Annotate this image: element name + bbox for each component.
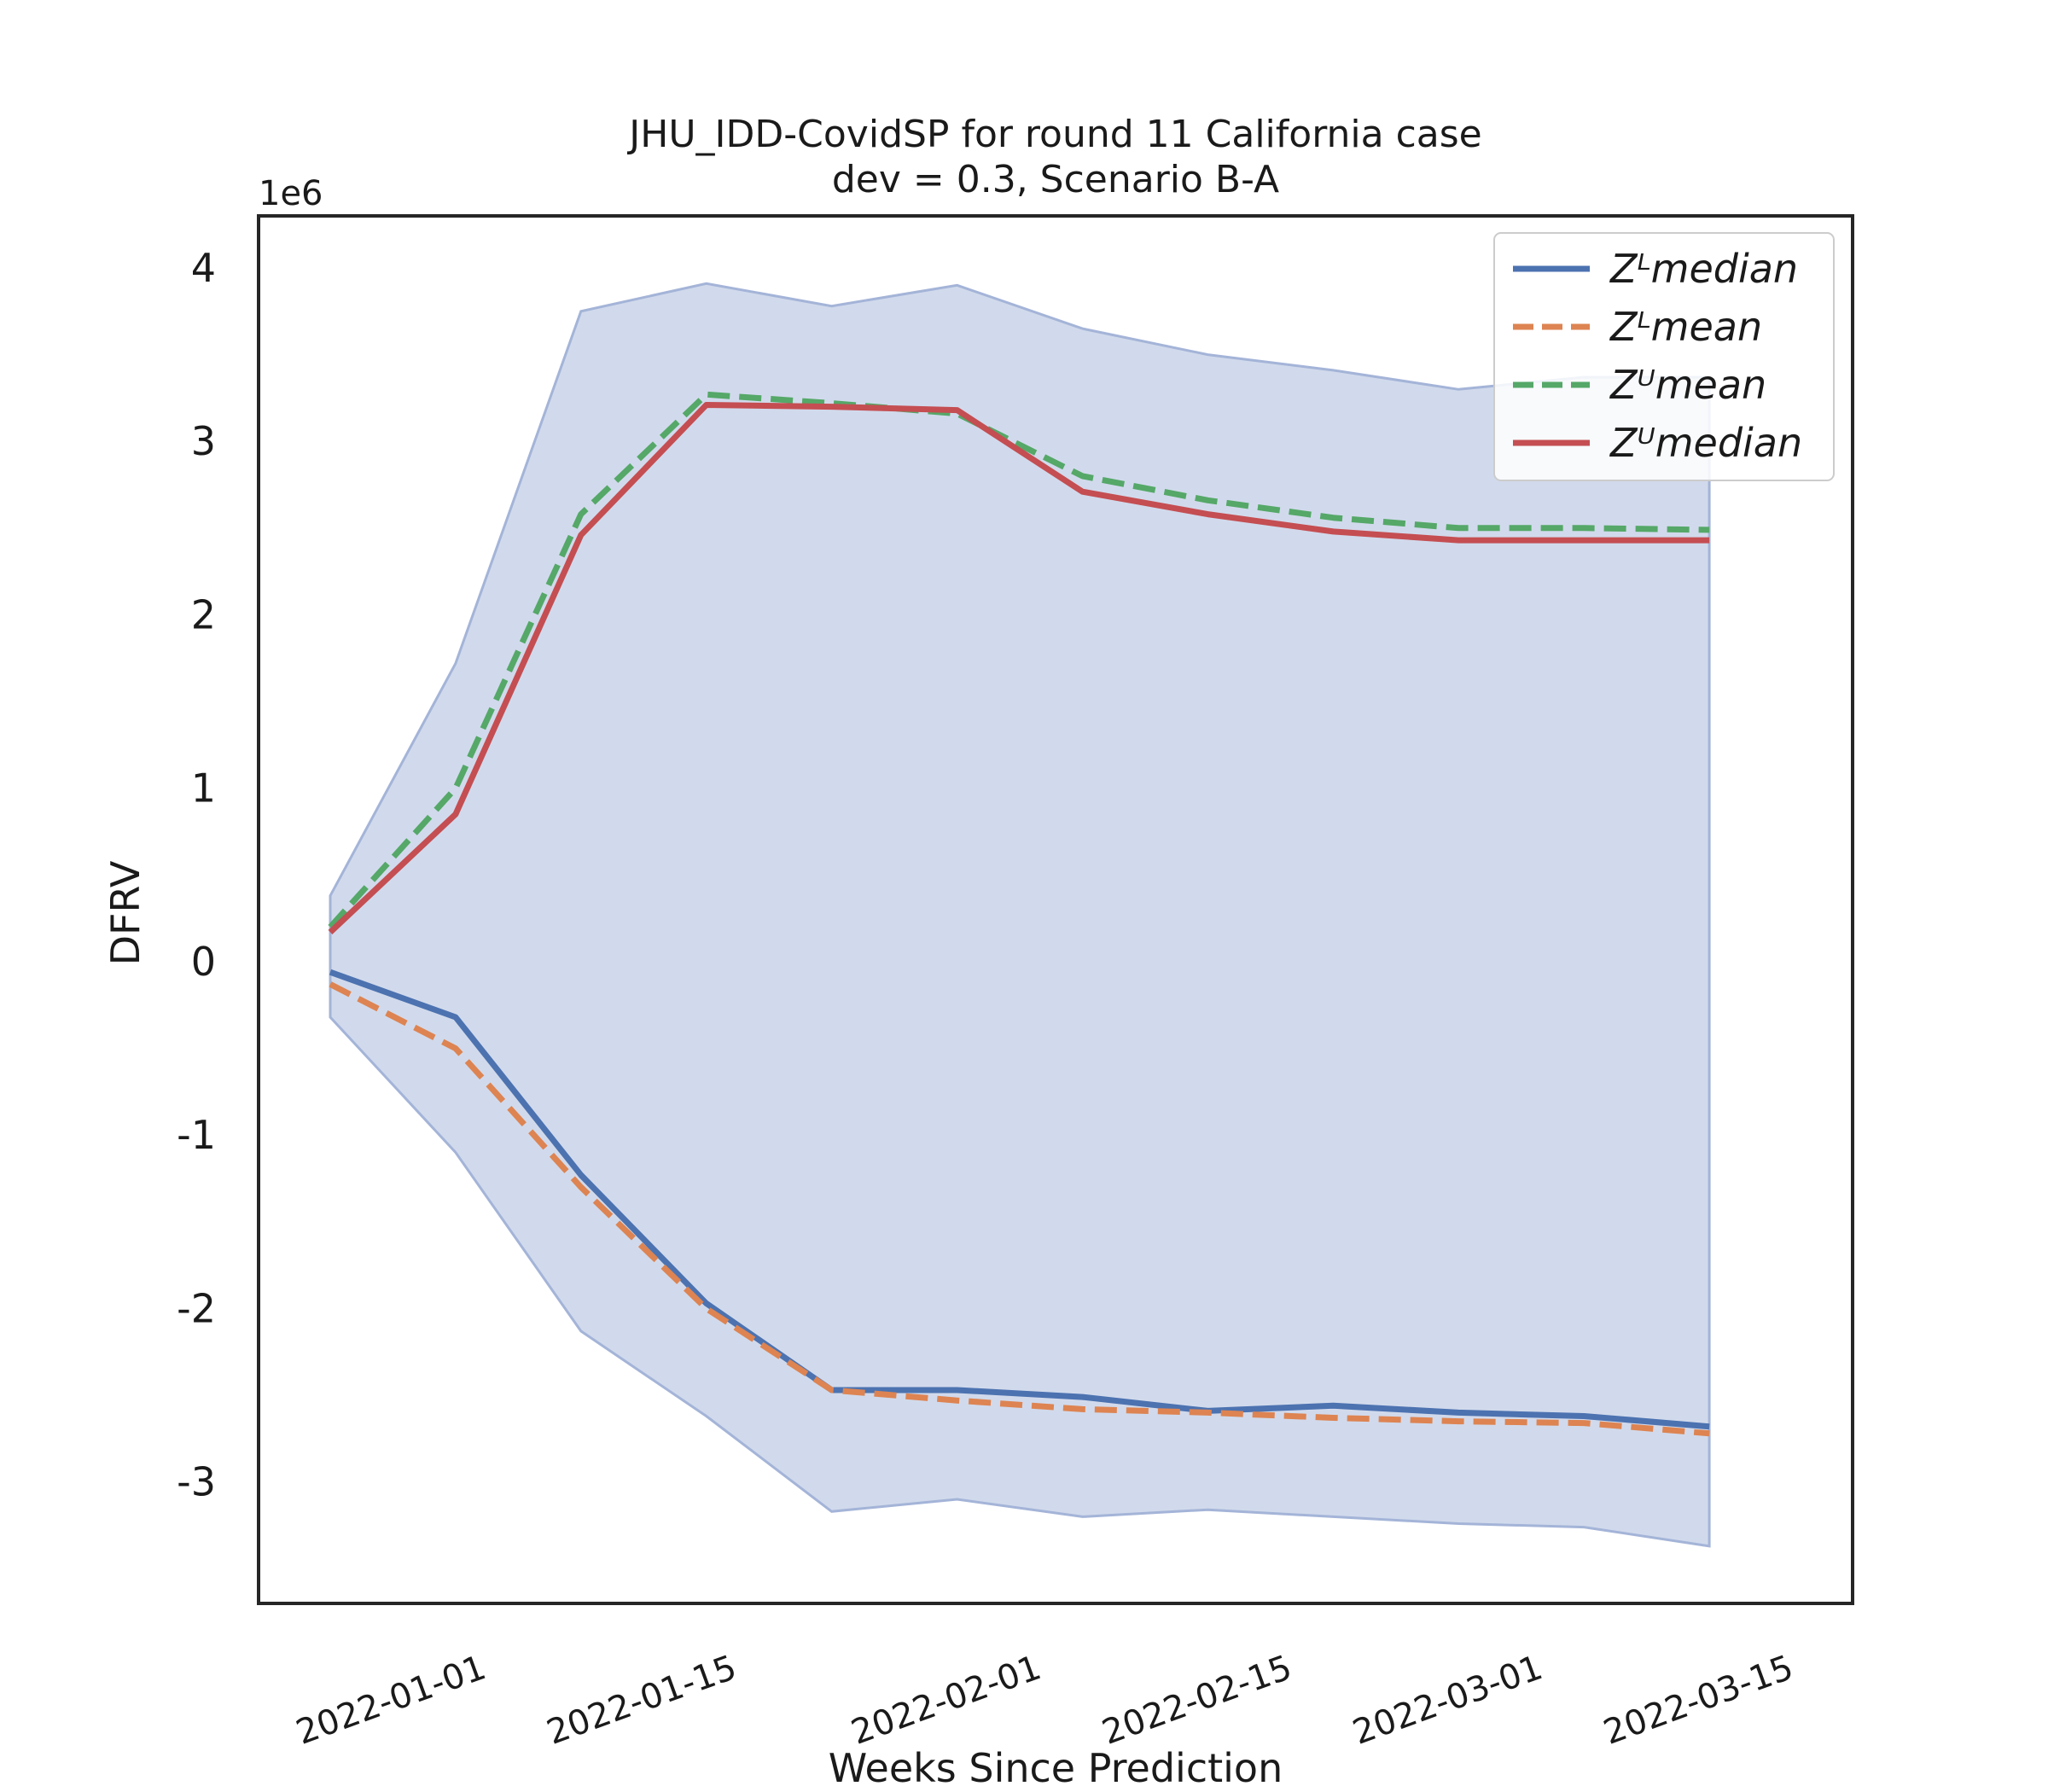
range-band <box>329 282 1711 1548</box>
y-offset-label: 1e6 <box>259 174 323 213</box>
y-tick-label-5: 2 <box>191 592 216 638</box>
legend-label-1: Zᴸmean <box>1609 304 1762 350</box>
series-line-3 <box>328 402 1710 934</box>
legend-label-2: Zᵁmean <box>1609 362 1766 408</box>
y-tick-label-4: 1 <box>191 765 216 812</box>
y-tick-label-6: 3 <box>191 418 216 464</box>
x-axis-label: Weeks Since Prediction <box>829 1745 1283 1791</box>
y-tick-label-3: 0 <box>191 939 216 985</box>
x-tick-label-2: 2022-02-01 <box>847 1648 1046 1753</box>
chart-title: JHU_IDD-CovidSP for round 11 California … <box>626 113 1481 156</box>
x-tick-label-3: 2022-02-15 <box>1097 1648 1297 1753</box>
y-tick-label-7: 4 <box>191 245 216 291</box>
y-tick-label-2: -1 <box>177 1112 216 1158</box>
legend-label-0: Zᴸmedian <box>1609 246 1798 292</box>
y-tick-label-0: -3 <box>177 1459 216 1505</box>
x-tick-label-0: 2022-01-01 <box>291 1648 491 1753</box>
series-line-0 <box>329 969 1710 1430</box>
x-tick-label-1: 2022-01-15 <box>542 1648 742 1753</box>
y-axis-label: DFRV <box>102 860 148 965</box>
series-line-1 <box>329 981 1710 1437</box>
chart-subtitle: dev = 0.3, Scenario B-A <box>832 158 1279 201</box>
y-tick-label-1: -2 <box>177 1286 216 1332</box>
legend-box <box>1493 232 1835 481</box>
legend-label-3: Zᵁmedian <box>1609 420 1802 466</box>
series-line-2 <box>328 391 1710 929</box>
x-tick-label-4: 2022-03-01 <box>1347 1648 1547 1753</box>
x-tick-label-5: 2022-03-15 <box>1598 1648 1798 1753</box>
plot-frame <box>257 214 1854 1605</box>
